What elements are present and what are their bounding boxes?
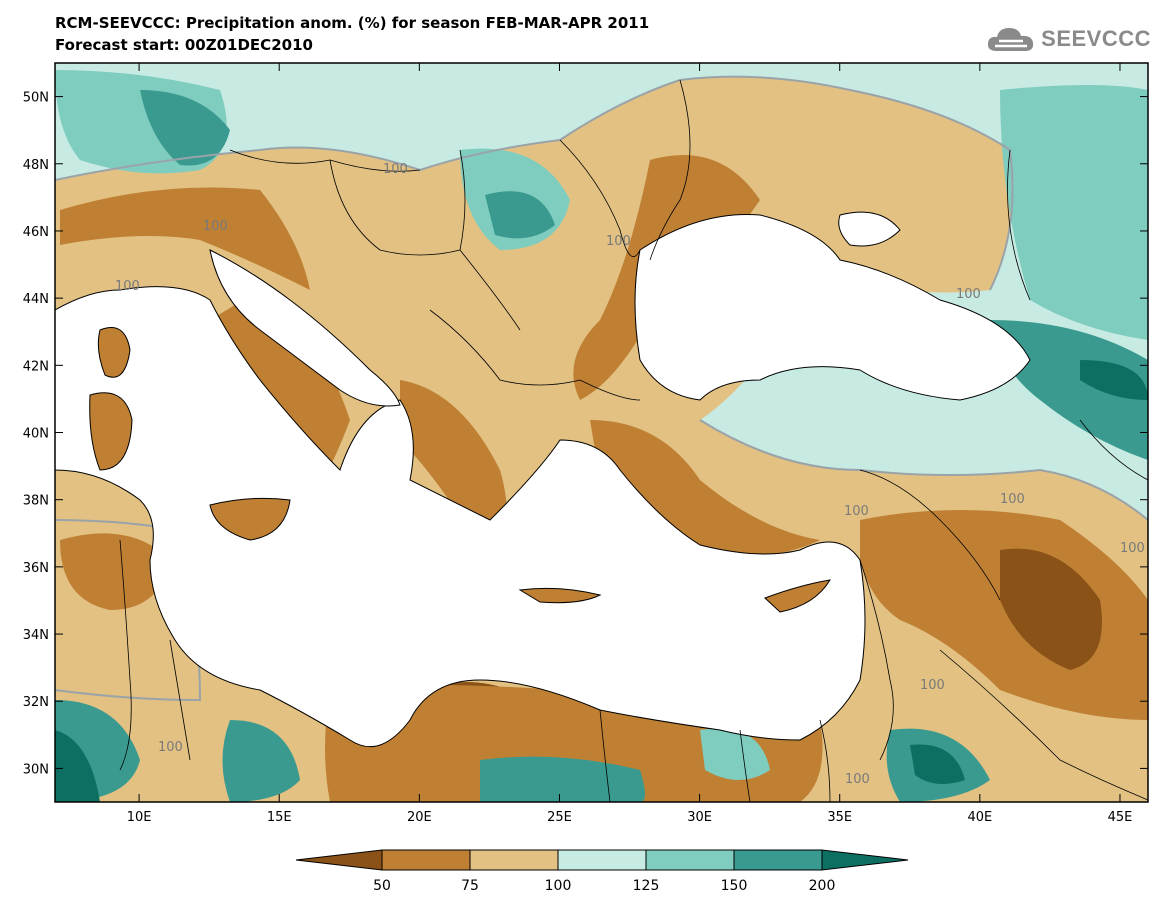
lon-tick-label: 35E <box>827 810 852 825</box>
very-wet-patch-libya-west <box>222 720 300 802</box>
very-dry-patch-iraq <box>1000 548 1102 670</box>
lat-tick-label: 50N <box>23 91 49 106</box>
map-field: 100 100 100 100 100 100 100 100 100 100 … <box>55 63 1148 802</box>
contour-labels: 100 100 100 100 100 100 100 100 100 100 … <box>115 162 1145 787</box>
contour-label: 100 <box>203 219 228 234</box>
extreme-wet-patch-caucasus <box>1080 360 1148 400</box>
black-sea <box>634 213 1031 401</box>
legend-label: 75 <box>461 878 479 894</box>
legend-swatch <box>645 849 735 871</box>
lat-tick-label: 40N <box>23 427 49 442</box>
lat-tick-label: 30N <box>23 762 49 777</box>
logo: SEEVCCC <box>985 22 1151 56</box>
legend-swatch <box>557 849 647 871</box>
contour-label: 100 <box>158 740 183 755</box>
contour-label: 100 <box>1120 541 1145 556</box>
color-legend: 50 75 100 125 150 200 <box>295 849 909 894</box>
contour-label: 100 <box>956 287 981 302</box>
adriatic-sea <box>209 249 401 407</box>
very-wet-patch-caucasus <box>990 320 1148 460</box>
contour-label: 100 <box>845 772 870 787</box>
very-wet-patch-alps <box>140 90 230 166</box>
legend-swatch <box>295 849 383 871</box>
latitude-axis: 50N 48N 46N 44N 42N 40N 38N 36N 34N 32N 30N <box>23 91 1148 777</box>
extreme-wet-patch-algeria <box>55 730 100 802</box>
contour-label: 100 <box>920 678 945 693</box>
very-wet-patch-egypt <box>480 756 645 802</box>
logo-text: SEEVCCC <box>1041 26 1151 51</box>
lon-tick-label: 10E <box>127 810 152 825</box>
lat-tick-label: 44N <box>23 292 49 307</box>
lat-tick-label: 42N <box>23 359 49 374</box>
extreme-wet-patch-saudi <box>910 744 965 784</box>
map-subtitle: Forecast start: 00Z01DEC2010 <box>55 36 313 54</box>
wet-patch-russia <box>1000 85 1148 340</box>
contour-label: 100 <box>383 162 408 177</box>
contour-label: 100 <box>115 279 140 294</box>
lat-tick-label: 32N <box>23 695 49 710</box>
lat-tick-label: 36N <box>23 561 49 576</box>
legend-label: 100 <box>545 878 572 894</box>
lat-tick-label: 46N <box>23 225 49 240</box>
lon-tick-label: 45E <box>1108 810 1133 825</box>
lon-tick-label: 30E <box>687 810 712 825</box>
azov-sea <box>838 211 901 247</box>
map-title: RCM-SEEVCCC: Precipitation anom. (%) for… <box>55 14 650 32</box>
longitude-axis: 10E 15E 20E 25E 30E 35E 40E 45E <box>127 63 1133 825</box>
lat-tick-label: 38N <box>23 494 49 509</box>
legend-label: 200 <box>809 878 836 894</box>
legend-swatch <box>733 849 823 871</box>
legend-label: 150 <box>721 878 748 894</box>
country-borders <box>119 79 1148 802</box>
contour-label: 100 <box>844 504 869 519</box>
lon-tick-label: 15E <box>267 810 292 825</box>
very-wet-patch-romania <box>485 191 555 239</box>
lon-tick-label: 25E <box>547 810 572 825</box>
wet-patch-sinai <box>700 728 770 780</box>
sicily <box>209 497 291 541</box>
cloud-icon <box>988 28 1034 51</box>
sardinia <box>89 392 133 471</box>
lat-tick-label: 48N <box>23 158 49 173</box>
contour-label: 100 <box>1000 492 1025 507</box>
lon-tick-label: 20E <box>407 810 432 825</box>
legend-swatch <box>821 849 909 871</box>
sea-mask <box>55 211 1031 748</box>
legend-swatch <box>469 849 559 871</box>
dry-patch-tunisia <box>60 533 170 610</box>
mediterranean-sea <box>55 286 866 748</box>
legend-label: 50 <box>373 878 391 894</box>
cyprus <box>764 579 831 613</box>
contour-label: 100 <box>606 234 631 249</box>
legend-label: 125 <box>633 878 660 894</box>
corsica <box>97 327 131 378</box>
crete <box>518 587 602 604</box>
dry-patch-alps <box>60 187 310 290</box>
legend-swatch <box>381 849 471 871</box>
dry-patch-greece <box>400 380 507 550</box>
lon-tick-label: 40E <box>967 810 992 825</box>
lat-tick-label: 34N <box>23 628 49 643</box>
